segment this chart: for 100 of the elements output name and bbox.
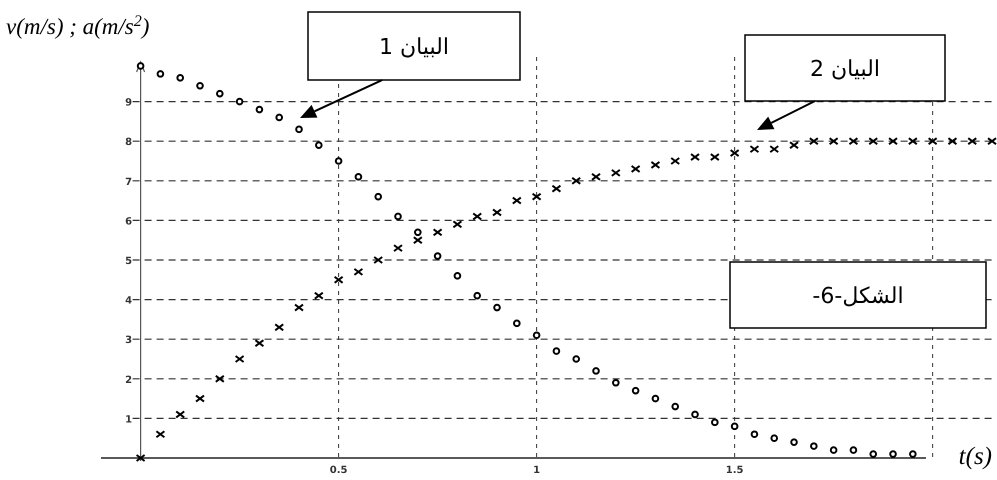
y-tick-label: 2: [125, 374, 132, 386]
annotation: البيان 2: [810, 57, 880, 82]
point: [532, 331, 540, 340]
point: [136, 454, 146, 462]
point: [790, 438, 798, 446]
point: [334, 157, 342, 165]
point: [374, 192, 382, 200]
point: [295, 126, 303, 134]
point: [353, 268, 364, 276]
point: [414, 228, 422, 236]
point: [551, 184, 562, 193]
x-tick-label: 1: [533, 465, 540, 476]
point: [770, 434, 778, 442]
point: [612, 378, 620, 387]
point: [928, 137, 938, 146]
point: [632, 386, 640, 394]
x-axis-title: t(s): [958, 443, 992, 470]
point: [532, 192, 542, 201]
point: [216, 90, 224, 98]
annotation: البيان 2: [744, 34, 946, 102]
point: [749, 145, 760, 154]
point: [315, 141, 323, 149]
point: [454, 272, 462, 280]
point: [572, 355, 580, 363]
annotation: الشكل-6-: [812, 284, 904, 309]
annotation: الشكل-6-: [729, 261, 987, 329]
point: [828, 137, 839, 146]
point: [334, 276, 344, 284]
point: [789, 141, 800, 150]
point: [888, 137, 898, 146]
point: [354, 173, 362, 181]
point: [236, 98, 244, 106]
point: [274, 323, 284, 332]
y-tick-label: 9: [125, 98, 132, 109]
point: [691, 410, 699, 418]
y-axis-title: v(m/s) ; a(m/s$^{2}$): [6, 12, 150, 39]
point: [730, 422, 738, 430]
point: [492, 208, 502, 216]
point: [512, 196, 522, 205]
point: [909, 450, 917, 458]
point: [156, 70, 164, 78]
point: [472, 212, 482, 220]
point: [967, 137, 978, 146]
point: [195, 394, 206, 403]
y-tick-label: 5: [125, 256, 132, 267]
point: [610, 168, 621, 177]
point: [214, 374, 225, 383]
point: [434, 252, 442, 260]
point: [810, 442, 818, 450]
point: [394, 212, 402, 220]
point: [412, 236, 423, 244]
point: [769, 145, 780, 154]
point: [196, 82, 204, 90]
point: [432, 228, 443, 236]
point: [136, 62, 144, 70]
point: [671, 402, 680, 410]
point: [155, 430, 166, 438]
x-tick-label: 1.5: [726, 465, 744, 476]
point: [373, 256, 384, 264]
point: [254, 339, 264, 348]
point: [275, 114, 284, 122]
point: [591, 172, 602, 181]
point: [493, 304, 501, 312]
point: [711, 418, 719, 426]
point: [513, 320, 521, 328]
y-tick-label: 3: [125, 335, 132, 346]
x-tick-label: 0.5: [330, 465, 348, 476]
point: [234, 355, 245, 363]
point: [908, 137, 918, 146]
point: [947, 137, 958, 146]
point: [690, 153, 700, 162]
y-tick-label: 7: [125, 176, 132, 188]
point: [256, 106, 264, 114]
point: [571, 176, 582, 185]
y-tick-label: 1: [125, 414, 132, 426]
point: [452, 220, 462, 228]
point: [473, 292, 482, 300]
y-tick-label: 8: [125, 137, 132, 148]
y-tick-label: 6: [125, 216, 132, 228]
annotation: البيان 1: [307, 11, 521, 81]
point: [868, 137, 878, 146]
point: [176, 74, 184, 82]
point: [592, 367, 600, 375]
point: [750, 430, 758, 438]
point: [630, 164, 641, 173]
point: [850, 446, 858, 454]
point: [552, 347, 560, 355]
point: [652, 394, 660, 402]
point: [808, 137, 819, 146]
point: [650, 160, 660, 169]
point: [175, 410, 186, 418]
y-tick-label: 4: [125, 296, 132, 307]
point: [314, 292, 324, 300]
point: [869, 450, 878, 458]
point: [294, 304, 304, 312]
point: [987, 137, 997, 146]
point: [710, 153, 720, 162]
point: [848, 137, 858, 146]
point: [670, 157, 680, 165]
point: [393, 244, 404, 252]
